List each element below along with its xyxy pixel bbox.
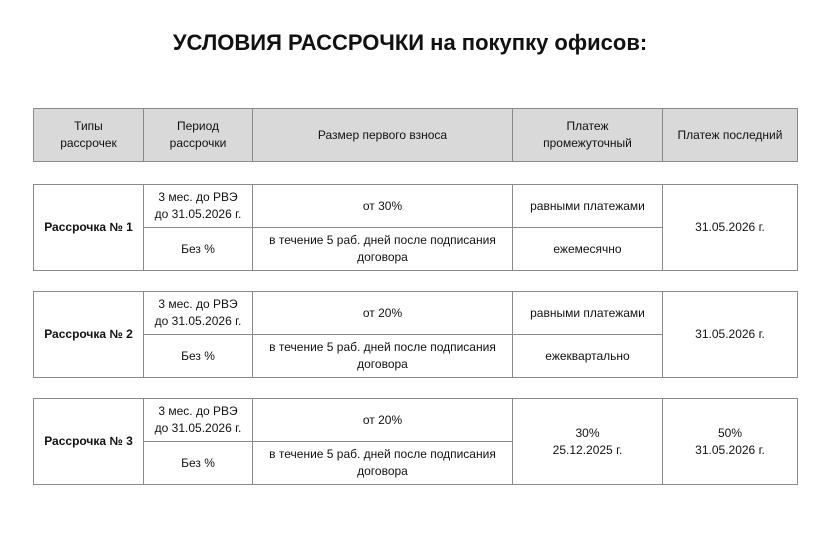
header-last: Платеж последний [662,108,798,162]
header-type: Типы рассрочек [33,108,144,162]
plan-down-payment-term: в течение 5 раб. дней после подписания д… [252,441,513,485]
plan-last: 31.05.2026 г. [662,291,798,378]
plan-down-payment-term: в течение 5 раб. дней после подписания д… [252,334,513,378]
plan-1-table: Рассрочка № 1 3 мес. до РВЭ до 31.05.202… [33,184,798,271]
header-period: Период рассрочки [143,108,253,162]
plan-name: Рассрочка № 2 [33,291,144,378]
plan-intermediate-top: равными платежами [512,291,663,335]
plan-intermediate: 30% 25.12.2025 г. [512,398,663,485]
plan-3-table: Рассрочка № 3 3 мес. до РВЭ до 31.05.202… [33,398,798,485]
plan-interest: Без % [143,227,253,271]
plan-period: 3 мес. до РВЭ до 31.05.2026 г. [143,291,253,335]
plan-down-payment: от 20% [252,291,513,335]
plan-name: Рассрочка № 1 [33,184,144,271]
plan-last: 50% 31.05.2026 г. [662,398,798,485]
plan-last: 31.05.2026 г. [662,184,798,271]
plan-down-payment: от 30% [252,184,513,228]
header-intermediate: Платеж промежуточный [512,108,663,162]
plan-intermediate-bottom: ежемесячно [512,227,663,271]
plan-down-payment-term: в течение 5 раб. дней после подписания д… [252,227,513,271]
plan-intermediate-bottom: ежеквартально [512,334,663,378]
header-down-payment: Размер первого взноса [252,108,513,162]
plan-interest: Без % [143,441,253,485]
plan-name: Рассрочка № 3 [33,398,144,485]
plan-down-payment: от 20% [252,398,513,442]
header-table: Типы рассрочек Период рассрочки Размер п… [33,108,798,162]
plan-intermediate-top: равными платежами [512,184,663,228]
plan-interest: Без % [143,334,253,378]
plan-period: 3 мес. до РВЭ до 31.05.2026 г. [143,398,253,442]
plan-2-table: Рассрочка № 2 3 мес. до РВЭ до 31.05.202… [33,291,798,378]
plan-period: 3 мес. до РВЭ до 31.05.2026 г. [143,184,253,228]
page-title: УСЛОВИЯ РАССРОЧКИ на покупку офисов: [172,30,648,55]
